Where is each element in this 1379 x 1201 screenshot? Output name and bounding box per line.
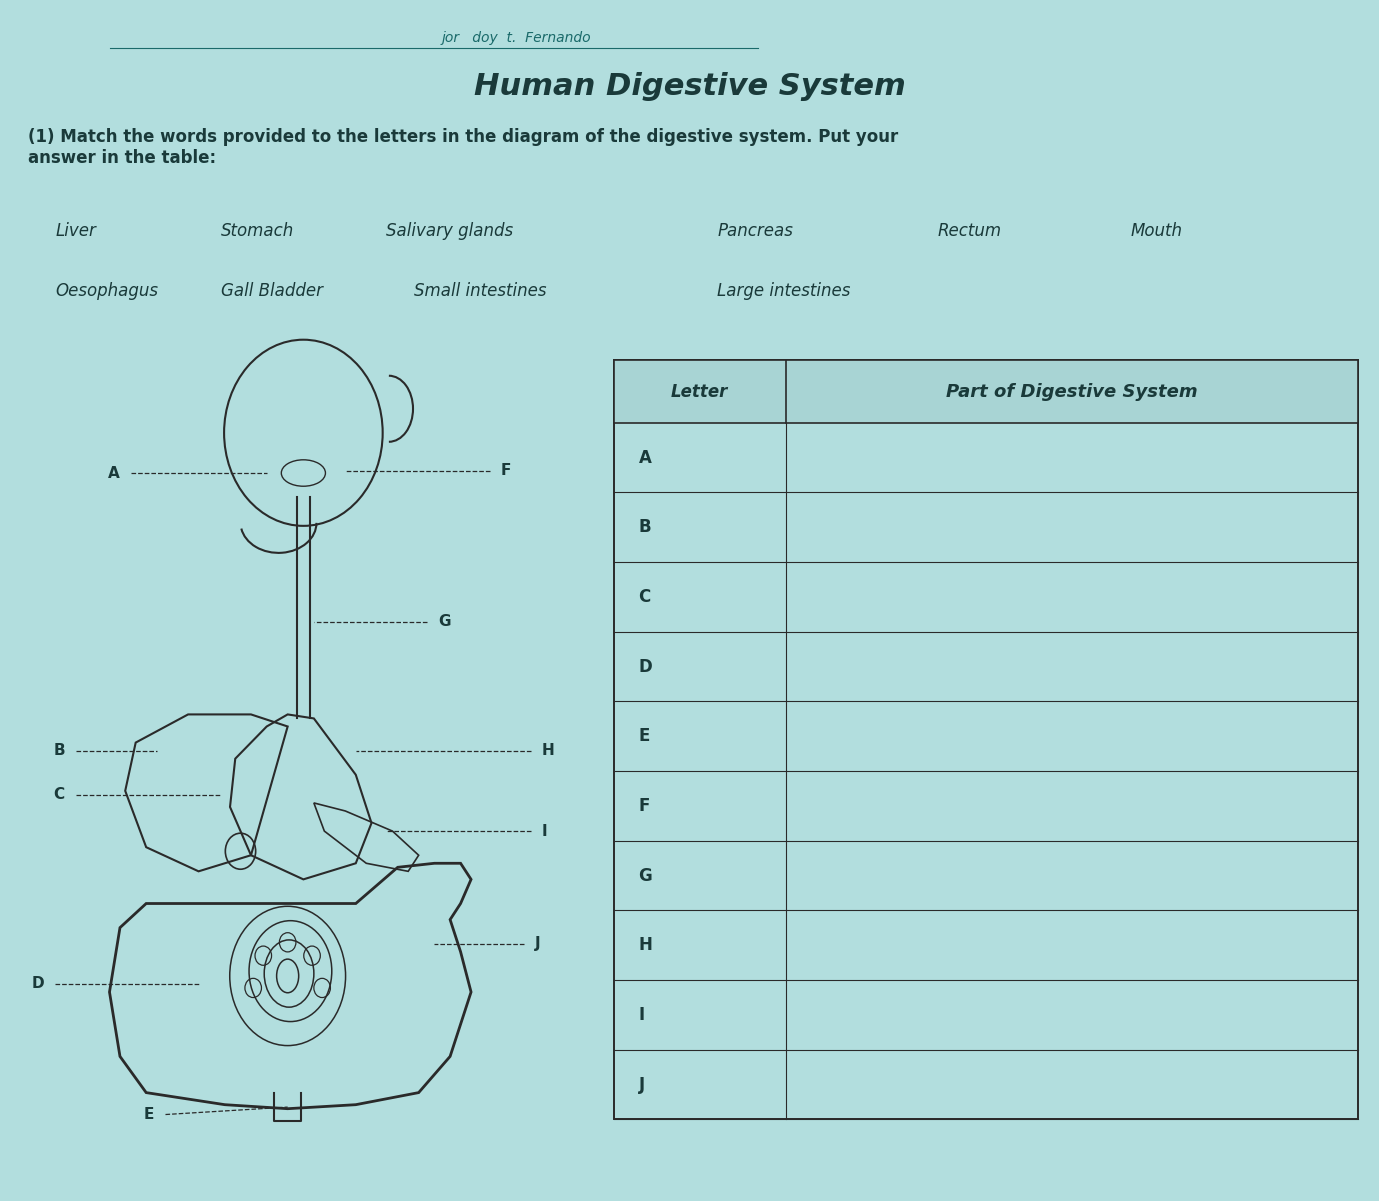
Text: A: A: [108, 466, 120, 480]
Text: I: I: [542, 824, 547, 838]
Text: J: J: [535, 937, 541, 951]
Text: (1) Match the words provided to the letters in the diagram of the digestive syst: (1) Match the words provided to the lett…: [28, 129, 898, 167]
Text: F: F: [501, 464, 512, 478]
Text: Rectum: Rectum: [938, 222, 1003, 239]
Text: E: E: [143, 1107, 154, 1122]
Bar: [614, 360, 1358, 423]
Text: I: I: [638, 1006, 644, 1023]
Text: D: D: [32, 976, 44, 992]
Text: F: F: [638, 797, 650, 814]
Text: B: B: [54, 743, 65, 758]
Text: Liver: Liver: [55, 222, 97, 239]
Text: Pancreas: Pancreas: [717, 222, 793, 239]
Text: Part of Digestive System: Part of Digestive System: [946, 383, 1198, 400]
Text: Stomach: Stomach: [221, 222, 294, 239]
Text: G: G: [439, 615, 451, 629]
Text: Oesophagus: Oesophagus: [55, 282, 159, 299]
Text: C: C: [638, 588, 651, 605]
Text: jor   doy  t.  Fernando: jor doy t. Fernando: [441, 31, 592, 46]
Text: E: E: [638, 728, 650, 745]
Text: G: G: [638, 867, 652, 884]
Text: C: C: [54, 788, 65, 802]
Text: Small intestines: Small intestines: [414, 282, 546, 299]
Text: H: H: [638, 937, 652, 954]
Text: Human Digestive System: Human Digestive System: [473, 72, 906, 101]
Text: Gall Bladder: Gall Bladder: [221, 282, 323, 299]
Text: H: H: [542, 743, 554, 758]
Text: J: J: [638, 1076, 644, 1093]
Text: Letter: Letter: [672, 383, 728, 400]
Text: B: B: [638, 519, 651, 536]
Text: Mouth: Mouth: [1131, 222, 1183, 239]
Text: Large intestines: Large intestines: [717, 282, 851, 299]
Text: D: D: [638, 658, 652, 675]
Bar: [614, 360, 1358, 1119]
Text: A: A: [638, 449, 651, 466]
Text: Salivary glands: Salivary glands: [386, 222, 513, 239]
